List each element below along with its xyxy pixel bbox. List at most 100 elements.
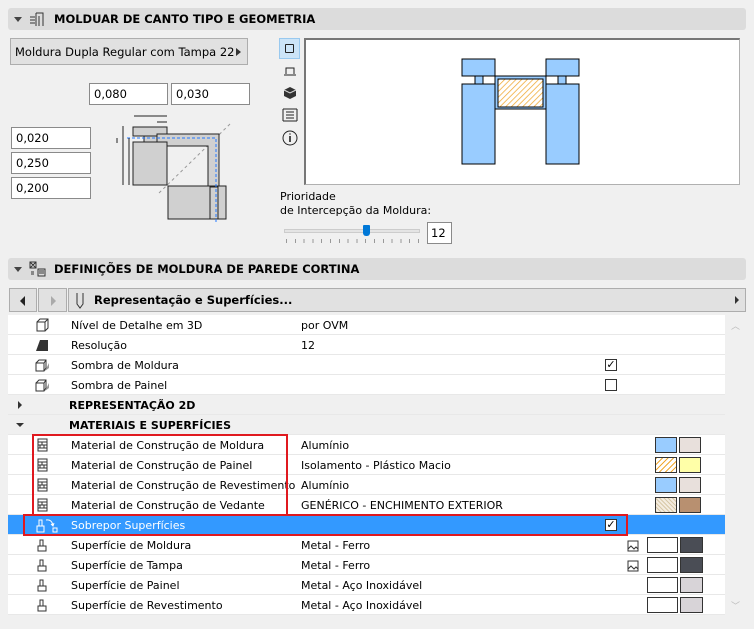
table-row[interactable]: Material de Construção de Moldura Alumín…: [8, 435, 725, 455]
frame-shadow-checkbox[interactable]: ✓: [605, 358, 617, 371]
paintbrush-icon: [37, 539, 47, 552]
cut-fill-swatch[interactable]: [655, 497, 677, 513]
table-row[interactable]: Nível de Detalhe em 3D por OVM: [8, 315, 725, 335]
row-value[interactable]: Alumínio: [301, 439, 350, 452]
scroll-up-icon[interactable]: ︿: [731, 322, 741, 332]
frame-preview-drawing: [461, 58, 580, 165]
texture-image-icon[interactable]: [627, 560, 639, 572]
row-value[interactable]: GENÉRICO - ENCHIMENTO EXTERIOR: [301, 499, 503, 512]
table-row[interactable]: Superfície de Moldura Metal - Ferro: [8, 535, 725, 555]
pencil-icon: [76, 293, 84, 309]
building-material-icon: [37, 478, 48, 492]
cube-icon: [36, 318, 49, 332]
definitions-panel-header[interactable]: DEFINIÇÕES DE MOLDURA DE PAREDE CORTINA: [8, 258, 746, 280]
table-row[interactable]: Material de Construção de Painel Isolame…: [8, 455, 725, 475]
background-swatch[interactable]: [679, 437, 701, 453]
row-value[interactable]: Metal - Aço Inoxidável: [301, 579, 423, 592]
row-label: Nível de Detalhe em 3D: [71, 319, 203, 332]
row-label: Resolução: [71, 339, 127, 352]
table-row[interactable]: Superfície de Tampa Metal - Ferro: [8, 555, 725, 575]
table-row[interactable]: Superfície de Revestimento Metal - Aço I…: [8, 595, 725, 615]
background-swatch[interactable]: [679, 457, 701, 473]
surface-preview-swatch[interactable]: [647, 557, 678, 573]
frame-depth-input[interactable]: 0,200: [11, 177, 91, 199]
surface-color-swatch[interactable]: [680, 537, 703, 553]
row-value[interactable]: Isolamento - Plástico Macio: [301, 459, 451, 472]
row-value[interactable]: Metal - Ferro: [301, 539, 371, 552]
row-value[interactable]: Metal - Ferro: [301, 559, 371, 572]
background-swatch[interactable]: [679, 497, 701, 513]
group-row-materials[interactable]: MATERIAIS E SUPERFÍCIES: [8, 415, 725, 435]
surface-preview-swatch[interactable]: [647, 597, 678, 613]
table-row[interactable]: Sombra de Painel: [8, 375, 725, 395]
row-label: Superfície de Painel: [71, 579, 180, 592]
frame-type-dropdown[interactable]: Moldura Dupla Regular com Tampa 22: [10, 38, 248, 65]
offset-input[interactable]: 0,020: [11, 127, 91, 149]
surface-preview-swatch[interactable]: [647, 537, 678, 553]
3d-view-button[interactable]: [279, 82, 300, 103]
group-label: REPRESENTAÇÃO 2D: [69, 399, 196, 412]
paintbrush-icon: [37, 579, 47, 592]
plan-view-button[interactable]: [279, 38, 300, 59]
table-row[interactable]: Material de Construção de Vedante GENÉRI…: [8, 495, 725, 515]
surface-color-swatch[interactable]: [680, 597, 703, 613]
building-material-icon: [37, 458, 48, 472]
row-label: Sombra de Moldura: [71, 359, 179, 372]
table-scrollbar[interactable]: ︿ ﹀: [725, 315, 745, 615]
scroll-down-icon[interactable]: ﹀: [731, 602, 741, 612]
panel-title: DEFINIÇÕES DE MOLDURA DE PAREDE CORTINA: [54, 262, 360, 276]
building-material-icon: [37, 438, 48, 452]
panel-shadow-checkbox[interactable]: [605, 379, 617, 391]
frame-type-value: Moldura Dupla Regular com Tampa 22: [15, 45, 235, 59]
cut-fill-swatch[interactable]: [655, 477, 677, 493]
row-value[interactable]: 12: [301, 339, 315, 352]
collapse-triangle-icon[interactable]: [16, 423, 24, 427]
page-selector-value: Representação e Superfícies...: [94, 293, 293, 307]
geometry-panel-header[interactable]: MOLDUAR DE CANTO TIPO E GEOMETRIA: [8, 8, 746, 30]
section-view-icon: [283, 67, 296, 75]
cut-fill-swatch[interactable]: [655, 437, 677, 453]
priority-slider-thumb[interactable]: [363, 225, 370, 236]
cap-width-input[interactable]: 0,030: [171, 83, 250, 105]
expand-triangle-icon[interactable]: [18, 401, 22, 409]
group-row-rep2d[interactable]: REPRESENTAÇÃO 2D: [8, 395, 725, 415]
override-surfaces-checkbox[interactable]: ✓: [605, 518, 617, 531]
collapse-triangle-icon: [14, 16, 22, 22]
table-row[interactable]: Material de Construção de Revestimento A…: [8, 475, 725, 495]
surface-color-swatch[interactable]: [680, 577, 703, 593]
page-selector-dropdown[interactable]: Representação e Superfícies...: [68, 288, 746, 312]
row-value[interactable]: por OVM: [301, 319, 349, 332]
row-label: Material de Construção de Moldura: [71, 439, 265, 452]
row-label: Sombra de Painel: [71, 379, 168, 392]
priority-value-input[interactable]: 12: [427, 222, 452, 244]
depth-input[interactable]: 0,250: [11, 152, 91, 174]
row-value[interactable]: Metal - Aço Inoxidável: [301, 599, 423, 612]
info-icon: [282, 130, 297, 145]
section-view-button[interactable]: [279, 61, 300, 82]
building-material-icon: [37, 498, 48, 512]
previous-page-button[interactable]: [9, 288, 37, 312]
group-label: MATERIAIS E SUPERFÍCIES: [69, 419, 231, 432]
shadow-cube-icon: [35, 379, 49, 392]
priority-slider-ticks: [286, 239, 420, 243]
table-row[interactable]: Superfície de Painel Metal - Aço Inoxidá…: [8, 575, 725, 595]
frame-corner-icon: [30, 12, 44, 26]
table-row[interactable]: Resolução 12: [8, 335, 725, 355]
panel-title: MOLDUAR DE CANTO TIPO E GEOMETRIA: [54, 12, 316, 26]
next-page-button[interactable]: [38, 288, 67, 312]
frame-settings-icon: [29, 261, 46, 277]
row-value[interactable]: Alumínio: [301, 479, 350, 492]
info-button[interactable]: [279, 127, 300, 148]
cut-fill-swatch[interactable]: [655, 457, 677, 473]
resolution-icon: [36, 340, 48, 351]
plan-view-icon: [285, 44, 294, 53]
frame-width-input[interactable]: 0,080: [89, 83, 168, 105]
surface-preview-swatch[interactable]: [647, 577, 678, 593]
list-view-button[interactable]: [279, 104, 300, 125]
surface-color-swatch[interactable]: [680, 557, 703, 573]
priority-slider-track[interactable]: [284, 229, 420, 233]
table-row[interactable]: Sombra de Moldura ✓: [8, 355, 725, 375]
texture-image-icon[interactable]: [627, 540, 639, 552]
frame-preview: [304, 38, 740, 185]
background-swatch[interactable]: [679, 477, 701, 493]
